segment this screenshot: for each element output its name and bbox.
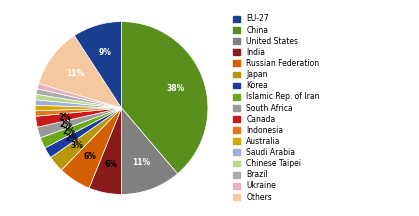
Text: 2%: 2% (62, 127, 75, 136)
Text: 2%: 2% (59, 120, 72, 129)
Wedge shape (37, 83, 122, 108)
Text: 3%: 3% (71, 141, 84, 150)
Text: 6%: 6% (104, 160, 117, 169)
Text: 9%: 9% (98, 48, 111, 57)
Wedge shape (35, 108, 122, 116)
Wedge shape (122, 22, 208, 174)
Wedge shape (37, 108, 122, 138)
Text: 2%: 2% (58, 113, 71, 122)
Wedge shape (62, 108, 122, 188)
Text: 6%: 6% (83, 152, 96, 161)
Wedge shape (51, 108, 122, 170)
Wedge shape (122, 108, 178, 194)
Wedge shape (40, 108, 122, 148)
Text: 2%: 2% (65, 133, 78, 143)
Wedge shape (36, 89, 122, 108)
Wedge shape (39, 36, 122, 108)
Wedge shape (75, 22, 122, 108)
Wedge shape (36, 108, 122, 127)
Legend: EU-27, China, United States, India, Russian Federation, Japan, Korea, Islamic Re: EU-27, China, United States, India, Russ… (233, 14, 320, 202)
Wedge shape (35, 100, 122, 108)
Text: 11%: 11% (132, 158, 150, 167)
Wedge shape (36, 94, 122, 108)
Text: 11%: 11% (66, 69, 84, 78)
Wedge shape (35, 105, 122, 111)
Wedge shape (45, 108, 122, 157)
Wedge shape (89, 108, 122, 194)
Text: 38%: 38% (167, 84, 185, 92)
